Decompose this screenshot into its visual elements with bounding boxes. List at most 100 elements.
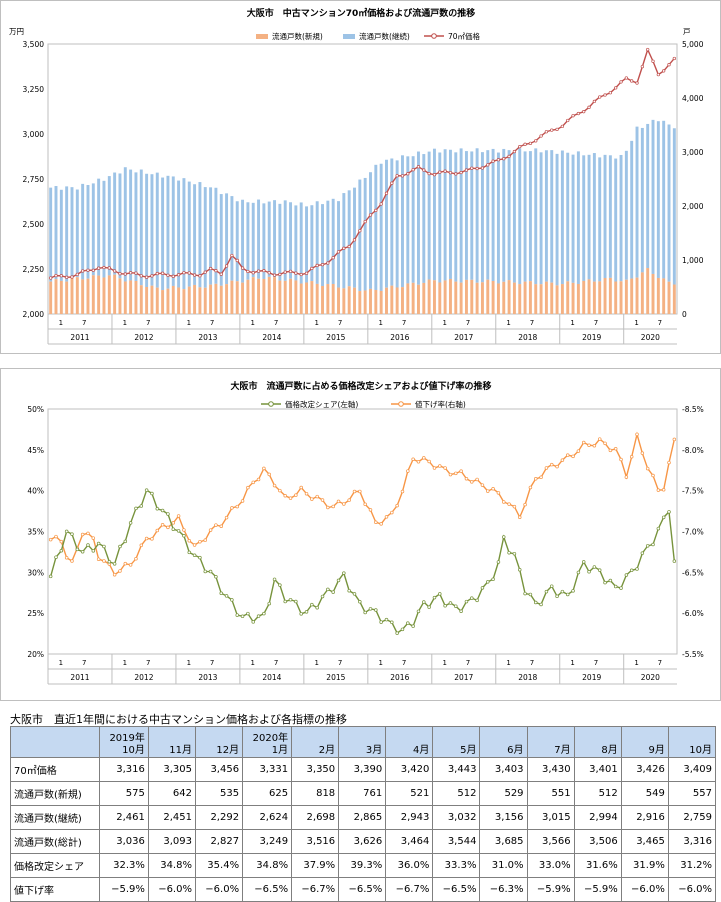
share-point <box>645 544 650 548</box>
bar-new <box>438 282 442 314</box>
table-cell: 3,420 <box>385 757 434 782</box>
rate-point <box>544 466 549 470</box>
price-point <box>59 274 63 278</box>
table-cell: 3,036 <box>98 829 149 854</box>
share-point <box>192 553 197 558</box>
bar-new <box>123 281 127 314</box>
month-tick-label: 7 <box>594 319 598 327</box>
table-cell: 512 <box>573 781 622 806</box>
bar-new <box>145 286 149 314</box>
month-tick-label: 1 <box>251 659 255 667</box>
header-cell: 5月 <box>432 726 481 758</box>
bar-continuing <box>507 150 511 281</box>
bar-continuing <box>619 154 623 282</box>
y-tick-label-left: 35% <box>27 528 44 537</box>
rate-point <box>294 493 298 497</box>
legend-label: 価格改定シェア(左軸) <box>285 399 358 409</box>
bar-continuing <box>656 121 660 278</box>
table-cell: 625 <box>242 781 293 806</box>
share-point <box>661 515 666 520</box>
year-label: 2016 <box>390 673 409 682</box>
table-cell: 3,156 <box>479 805 528 830</box>
table-cell: 36.0% <box>385 853 434 878</box>
header-cell: 10月 <box>667 726 717 758</box>
bar-continuing <box>603 154 607 278</box>
bar-continuing <box>630 140 634 279</box>
rate-point <box>304 491 309 496</box>
table-cell: 2,698 <box>291 805 340 830</box>
bar-continuing <box>571 154 575 283</box>
share-point <box>379 620 383 624</box>
bar-continuing <box>582 155 586 281</box>
price-point <box>315 263 319 268</box>
rate-point <box>331 504 335 509</box>
bar-continuing <box>667 124 671 282</box>
price-point <box>390 181 394 185</box>
month-tick-label: 7 <box>658 659 662 667</box>
share-point <box>294 599 298 604</box>
price-point <box>363 219 367 224</box>
rate-point <box>123 561 128 566</box>
y-tick-label-left: 50% <box>27 405 44 414</box>
bar-new <box>347 286 351 314</box>
table-cell: 642 <box>147 781 196 806</box>
bar-continuing <box>374 164 378 290</box>
y-axis-label-right: 戸 <box>683 27 691 36</box>
price-point <box>630 79 634 83</box>
table-cell: −6.5% <box>338 877 387 902</box>
bar-new <box>656 277 660 314</box>
share-point <box>454 604 458 608</box>
bar-continuing <box>113 172 117 275</box>
bar-continuing <box>118 173 122 279</box>
table-cell: 3,544 <box>432 829 481 854</box>
rate-point <box>390 510 394 515</box>
table-cell: 3,516 <box>291 829 340 854</box>
row-label: 流通戸数(総計) <box>10 829 100 854</box>
rate-point <box>464 476 469 481</box>
legend-marker <box>398 401 404 407</box>
price-point <box>624 76 629 80</box>
price-point <box>614 86 618 90</box>
rate-point <box>406 469 410 473</box>
rate-point <box>315 494 319 499</box>
month-tick-label: 1 <box>59 319 63 327</box>
price-point <box>224 264 229 268</box>
bar-continuing <box>512 152 516 283</box>
share-point <box>438 592 442 596</box>
rate-point <box>54 534 58 539</box>
bar-continuing <box>363 177 367 291</box>
price-point <box>304 271 309 276</box>
bar-new <box>672 284 676 314</box>
month-tick-label: 7 <box>210 659 214 667</box>
bar-new <box>566 281 570 314</box>
bar-continuing <box>475 148 479 283</box>
year-label: 2019 <box>582 333 601 342</box>
table-cell: 535 <box>194 781 244 806</box>
share-point <box>128 521 133 525</box>
bar-continuing <box>390 158 394 286</box>
bar-continuing <box>230 196 234 281</box>
legend-label: 値下げ率(右軸) <box>415 399 466 409</box>
bar-continuing <box>443 149 447 281</box>
rate-point <box>592 443 597 448</box>
bar-continuing <box>97 178 101 276</box>
share-point <box>565 592 570 597</box>
month-tick-label: 7 <box>402 319 406 327</box>
table-cell: 35.4% <box>194 853 244 878</box>
month-tick-label: 1 <box>187 319 191 327</box>
share-point <box>96 541 101 546</box>
month-tick-label: 7 <box>530 659 534 667</box>
price-point <box>187 271 191 275</box>
share-point <box>187 550 192 555</box>
price-point <box>230 253 234 258</box>
header-cell: 12月 <box>194 726 244 758</box>
table-cell: 3,464 <box>385 829 434 854</box>
bar-new <box>278 280 282 314</box>
rate-point <box>112 572 117 577</box>
bar-continuing <box>155 172 159 288</box>
month-tick-label: 7 <box>210 319 214 327</box>
share-point <box>80 550 85 554</box>
price-point <box>139 274 143 278</box>
bar-continuing <box>139 169 143 286</box>
bar-continuing <box>598 157 602 282</box>
